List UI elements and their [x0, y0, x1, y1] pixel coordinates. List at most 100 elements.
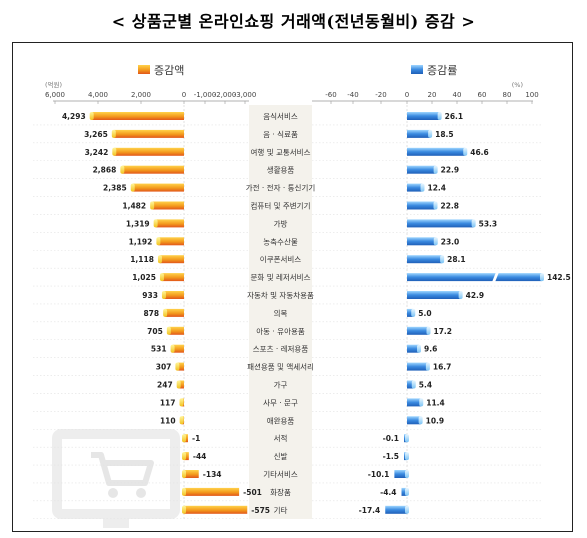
amount-bar	[163, 291, 184, 299]
rate-bar	[407, 237, 436, 246]
rate-tick-label: 20	[428, 91, 437, 99]
table-row: 농축수산물 1,192 23.0	[33, 236, 543, 251]
rate-value-label: 28.1	[447, 255, 466, 264]
category-label: 애완용품	[267, 416, 295, 425]
amount-tick-label: -3,000	[234, 91, 257, 99]
rate-value-label: -1.5	[383, 452, 399, 461]
amount-value-label: 2,385	[103, 184, 127, 193]
amount-bar-cap	[166, 326, 171, 335]
amount-bar	[161, 273, 184, 282]
amount-tick-label: -1,000	[194, 91, 217, 99]
category-label: 스포츠 · 레저용품	[253, 345, 309, 354]
chart-rows: 음식서비스 4,293 26.1 음 · 식료품 3,265 18.5 여행 및 교통서비스…	[33, 112, 571, 520]
amount-bar-cap	[163, 308, 168, 317]
category-label: 가방	[274, 218, 288, 228]
legend: 증감액 증감률	[138, 64, 457, 77]
amount-bar	[165, 308, 184, 317]
rate-value-label: 9.6	[424, 345, 437, 354]
table-row: 여행 및 교통서비스 3,242 46.6	[33, 147, 543, 162]
rate-tick-label: -40	[347, 91, 358, 99]
amount-value-label: 1,482	[122, 202, 146, 211]
amount-bar	[177, 362, 184, 371]
rate-bar	[407, 112, 440, 120]
table-row: 기타서비스 -134 -10.1	[33, 470, 543, 484]
rate-value-label: 17.2	[434, 327, 453, 336]
rate-bar-cap	[405, 505, 409, 514]
category-label: 이쿠폰서비스	[260, 254, 301, 264]
category-label: 가전 · 전자 · 통신기기	[246, 183, 316, 193]
amount-value-label: -501	[243, 488, 262, 497]
amount-bar	[178, 380, 184, 389]
rate-bar-cap	[418, 416, 423, 425]
amount-bar	[168, 326, 184, 335]
rate-bar	[407, 255, 443, 264]
rate-tick-label: 0	[405, 91, 409, 99]
amount-bar-cap	[182, 452, 186, 461]
legend-label-amount: 증감액	[154, 64, 184, 77]
amount-bar	[122, 165, 184, 174]
amount-value-label: -134	[203, 470, 222, 479]
amount-bar	[159, 255, 184, 264]
amount-bar-cap	[89, 112, 94, 120]
rate-bar	[407, 344, 419, 353]
axes: (억원) (%) 6,000 4,000 2,000 0 -1,000-2,000-3,00…	[45, 80, 539, 104]
amount-bar	[132, 183, 184, 192]
category-label: 신발	[274, 452, 288, 461]
amount-bar-cap	[153, 219, 158, 228]
amount-tick-label: 2,000	[131, 91, 151, 99]
amount-bar-cap	[175, 362, 180, 371]
amount-bar-cap	[176, 380, 181, 389]
legend-label-rate: 증감률	[427, 64, 457, 77]
table-row: 패션용품 및 액세서리 307 16.7	[33, 362, 543, 376]
table-row: 의복 878 5.0	[33, 308, 543, 323]
amount-value-label: 3,242	[85, 148, 109, 157]
amount-bar-cap	[182, 487, 186, 496]
table-row: 사무 · 문구 117 11.4	[33, 398, 543, 412]
category-label: 가구	[274, 381, 288, 390]
amount-axis-unit: (억원)	[45, 80, 62, 89]
amount-bar-cap	[182, 470, 186, 478]
amount-value-label: 110	[160, 416, 176, 425]
amount-tick-label: -2,000	[214, 91, 237, 99]
table-row: 가구 247 5.4	[33, 380, 543, 394]
amount-value-label: 531	[151, 345, 167, 354]
rate-bar-cap	[411, 308, 416, 317]
table-row: 아동 · 유아용품 705 17.2	[33, 326, 543, 341]
amount-bar	[184, 452, 189, 461]
amount-bar	[184, 487, 240, 496]
rate-bar	[407, 326, 429, 335]
amount-bar-cap	[182, 505, 186, 514]
gridlines	[183, 105, 408, 519]
rate-tick-label: -60	[325, 91, 336, 99]
rate-bar-cap	[405, 452, 409, 461]
category-label: 화장품	[270, 487, 291, 497]
category-label: 기타	[274, 506, 288, 515]
amount-value-label: 1,319	[126, 219, 150, 228]
rate-bar	[407, 183, 423, 192]
amount-value-label: 307	[156, 363, 172, 372]
rate-bar-cap	[411, 380, 416, 389]
table-row: 문화 및 레저서비스 1,025 142.5	[33, 272, 571, 287]
amount-bar-cap	[170, 344, 175, 353]
rate-bar-cap	[420, 183, 425, 192]
table-row: 서적 -1 -0.1	[33, 433, 543, 448]
amount-bar	[158, 237, 184, 246]
amount-value-label: -1	[192, 434, 200, 443]
amount-bar-cap	[150, 201, 155, 210]
amount-bar	[184, 470, 199, 478]
table-row: 신발 -44 -1.5	[33, 452, 543, 466]
amount-bar	[172, 344, 184, 353]
table-row: 생활용품 2,868 22.9	[33, 165, 543, 179]
category-label: 서적	[274, 433, 288, 443]
category-band	[249, 105, 312, 519]
amount-value-label: 117	[160, 398, 176, 407]
rate-value-label: 10.9	[426, 416, 445, 425]
chart-frame: (억원) (%) 6,000 4,000 2,000 0 -1,000 -2,000 -3,00…	[12, 42, 573, 532]
amount-bar-cap	[179, 416, 184, 425]
rate-bar	[407, 219, 474, 228]
rate-tick-label: 100	[525, 91, 538, 99]
rate-bar-cap	[405, 434, 409, 443]
rate-value-label: 22.9	[441, 166, 460, 175]
rate-bar	[385, 505, 407, 514]
rate-bar-cap	[433, 165, 438, 174]
